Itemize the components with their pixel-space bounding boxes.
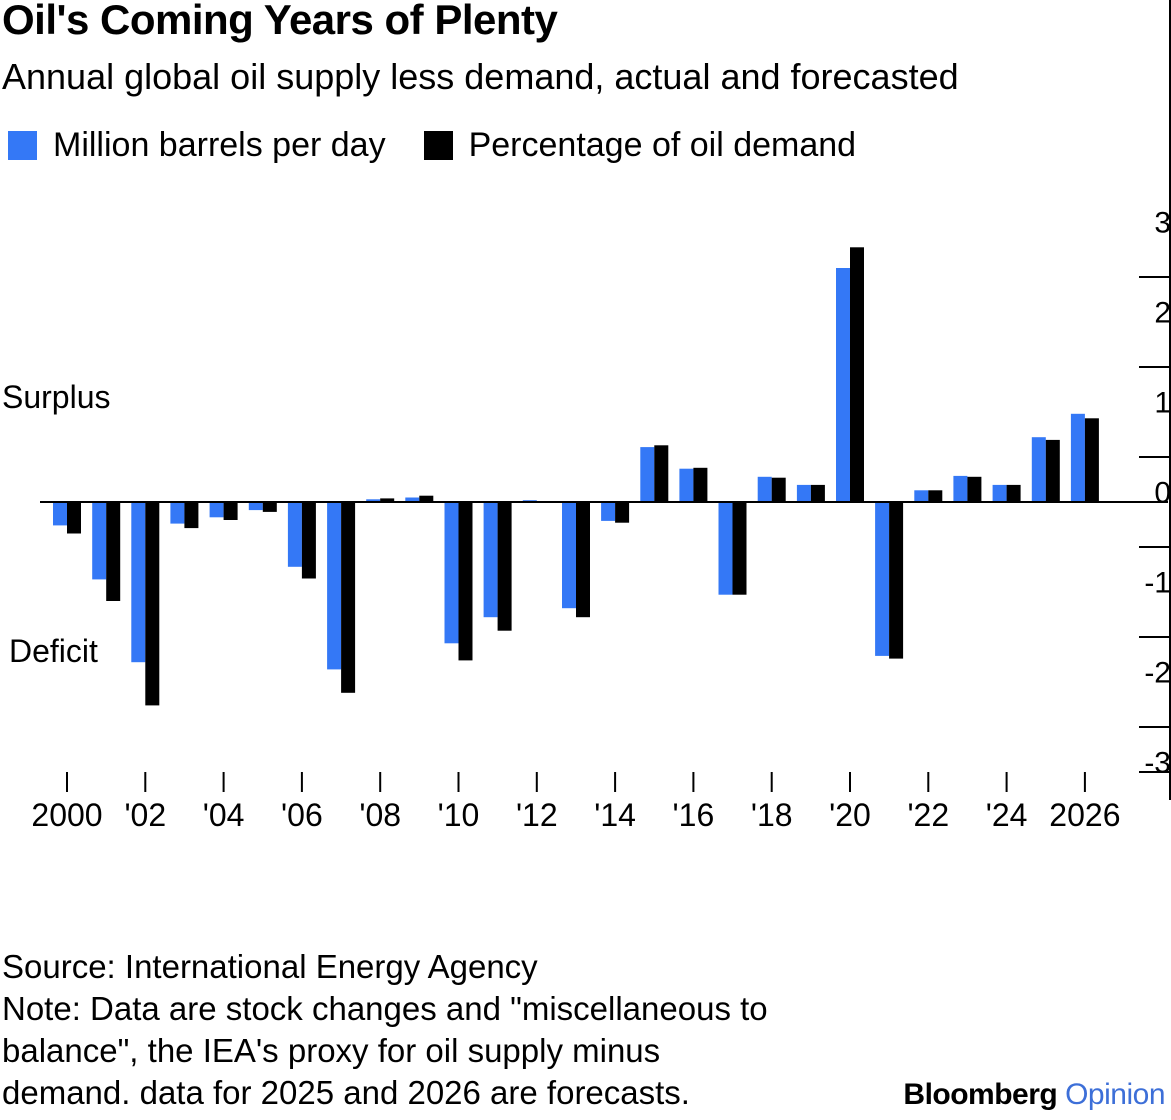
chart-subtitle: Annual global oil supply less demand, ac… (2, 56, 959, 97)
bar-mbpd-2006 (287, 502, 302, 567)
bars (53, 247, 1099, 706)
bar-mbpd-2008 (366, 499, 381, 502)
y-tick-label-3: 3 (1154, 207, 1171, 240)
bar-mbpd-2002 (131, 502, 146, 663)
bar-pct-2026 (1084, 418, 1099, 502)
bar-pct-2006 (301, 502, 316, 579)
bar-mbpd-2010 (444, 502, 459, 644)
bar-pct-2007 (341, 502, 356, 693)
bar-mbpd-2024 (992, 484, 1007, 502)
bar-pct-2016 (693, 467, 708, 502)
annotation-surplus: Surplus (2, 379, 111, 415)
bar-pct-2017 (732, 502, 747, 595)
y-tick-label--1: -1 (1144, 567, 1171, 600)
y-tick-label--3: -3 (1144, 747, 1171, 780)
bar-pct-2014 (615, 502, 630, 523)
bar-pct-2025 (1045, 439, 1060, 502)
legend: Million barrels per day Percentage of oi… (8, 126, 894, 165)
bar-mbpd-2021 (875, 502, 890, 656)
bar-pct-2019 (810, 484, 825, 502)
bar-mbpd-2025 (1031, 437, 1046, 502)
bar-pct-2013 (576, 502, 590, 618)
bar-pct-2018 (771, 477, 786, 502)
bar-mbpd-2016 (679, 468, 694, 502)
annotation-deficit: Deficit (9, 633, 98, 669)
legend-swatch-blue (8, 131, 37, 160)
bar-mbpd-2009 (405, 497, 420, 502)
bar-pct-2008 (380, 498, 395, 502)
x-tick-label-10: '20 (829, 797, 871, 833)
bar-mbpd-2000 (53, 502, 67, 526)
bar-pct-2009 (419, 495, 434, 502)
chart-footer: Source: International Energy Agency Note… (2, 946, 768, 1114)
bar-pct-2003 (184, 502, 199, 529)
bar-mbpd-2023 (953, 475, 968, 502)
legend-item-pct: Percentage of oil demand (423, 126, 857, 165)
bar-pct-2010 (458, 502, 473, 661)
bar-mbpd-2020 (836, 268, 850, 502)
x-tick-label-8: '16 (673, 797, 715, 833)
bar-pct-2024 (1006, 484, 1021, 502)
bar-mbpd-2005 (248, 502, 263, 511)
x-axis: 2000 '02 '04 '06 '08 '10 '12 '14 '16 '18 '20 '22 '24… (31, 772, 1120, 833)
bar-pct-2000 (67, 502, 81, 534)
x-tick-label-3: '06 (281, 797, 323, 833)
y-tick-label-1: 1 (1154, 387, 1171, 420)
x-tick-label-0: 2000 (31, 797, 102, 833)
bar-mbpd-2003 (170, 502, 185, 524)
bar-pct-2020 (850, 247, 864, 502)
legend-label-mbpd: Million barrels per day (53, 126, 386, 164)
bar-mbpd-2015 (640, 447, 655, 502)
bar-mbpd-2004 (209, 502, 224, 518)
bar-mbpd-2014 (601, 502, 616, 521)
x-tick-label-11: '22 (907, 797, 949, 833)
x-tick-label-6: '12 (516, 797, 558, 833)
bar-mbpd-2018 (757, 476, 772, 502)
x-tick-label-7: '14 (594, 797, 636, 833)
bar-pct-2002 (145, 502, 160, 706)
x-tick-label-2: '04 (203, 797, 245, 833)
legend-item-mbpd: Million barrels per day (8, 126, 386, 165)
source-text: Source: International Energy Agency (2, 948, 538, 985)
bar-mbpd-2011 (483, 502, 498, 618)
y-tick-label--2: -2 (1144, 657, 1171, 690)
bar-pct-2021 (889, 502, 904, 659)
x-tick-label-5: '10 (438, 797, 480, 833)
x-tick-label-4: '08 (359, 797, 401, 833)
bar-pct-2023 (967, 476, 982, 502)
bar-pct-2004 (223, 502, 238, 520)
x-tick-label-1: '02 (124, 797, 166, 833)
brand-logo: Bloomberg Opinion (903, 1078, 1165, 1112)
bar-mbpd-2001 (92, 502, 107, 580)
x-tick-label-13: 2026 (1049, 797, 1120, 833)
bar-mbpd-2013 (562, 502, 576, 609)
frame-edge (1169, 0, 1171, 800)
bar-mbpd-2007 (327, 502, 342, 670)
bar-pct-2011 (497, 502, 512, 631)
chart-title: Oil's Coming Years of Plenty (2, 0, 558, 43)
bar-mbpd-2026 (1070, 413, 1085, 502)
brand-suffix: Opinion (1065, 1078, 1165, 1111)
x-tick-label-9: '18 (751, 797, 793, 833)
bar-mbpd-2017 (718, 502, 733, 595)
bar-mbpd-2022 (914, 490, 929, 502)
bar-pct-2015 (654, 445, 669, 502)
legend-swatch-black (423, 131, 453, 160)
note-line-3: demand. data for 2025 and 2026 are forec… (2, 1074, 690, 1111)
note-line-1: Note: Data are stock changes and "miscel… (2, 990, 768, 1027)
note-line-2: balance", the IEA's proxy for oil supply… (2, 1032, 661, 1069)
x-tick-label-12: '24 (986, 797, 1028, 833)
brand-name: Bloomberg (903, 1078, 1058, 1111)
bar-pct-2022 (928, 490, 943, 502)
bar-pct-2005 (262, 502, 277, 512)
bar-pct-2001 (106, 502, 121, 601)
legend-label-pct: Percentage of oil demand (468, 126, 857, 164)
bar-mbpd-2019 (796, 484, 811, 502)
y-tick-label-2: 2 (1154, 297, 1171, 330)
